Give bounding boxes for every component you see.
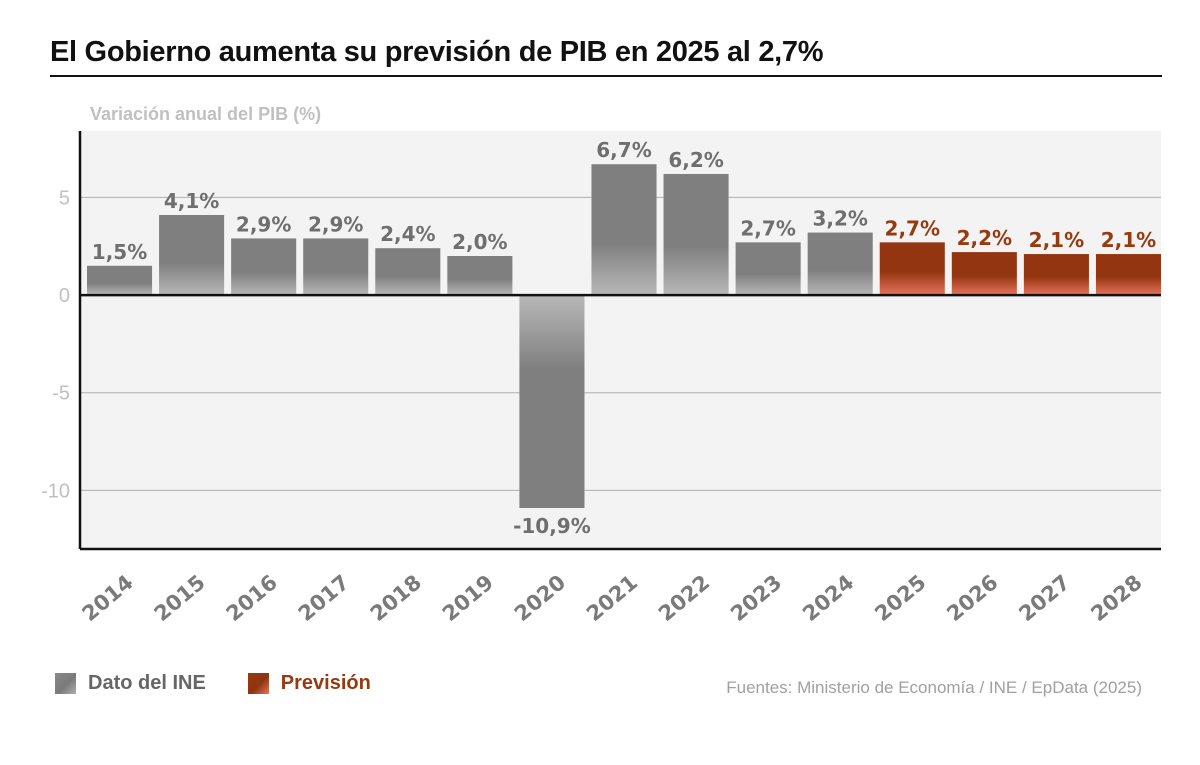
- bar-ine: [303, 238, 369, 296]
- source-note: Fuentes: Ministerio de Economía / INE / …: [726, 678, 1142, 697]
- bar-ine: [735, 242, 801, 296]
- data-label: 3,2%: [812, 207, 867, 231]
- data-label: 4,1%: [164, 189, 219, 213]
- data-label: 2,9%: [308, 212, 363, 236]
- x-tick-label: 2024: [798, 570, 858, 626]
- x-tick-label: 2017: [294, 570, 354, 626]
- bar-forecast: [1023, 254, 1089, 296]
- data-label: 2,7%: [740, 216, 795, 240]
- data-label: 2,1%: [1101, 228, 1156, 252]
- y-tick-label: 5: [59, 187, 70, 209]
- bar-ine: [159, 214, 225, 296]
- x-tick-label: 2016: [222, 570, 282, 626]
- bar-forecast: [879, 242, 945, 296]
- legend-swatch-forecast: [247, 673, 269, 694]
- bar-forecast: [951, 252, 1017, 296]
- x-tick-label: 2025: [870, 570, 930, 626]
- data-label: 2,4%: [380, 222, 435, 246]
- data-label: 2,0%: [452, 230, 507, 254]
- x-tick-label: 2022: [654, 570, 714, 626]
- bar-ine: [663, 173, 729, 296]
- data-label: 2,9%: [236, 212, 291, 236]
- y-tick-label: -5: [52, 383, 70, 405]
- x-tick-label: 2023: [726, 570, 786, 626]
- data-label: 6,2%: [668, 148, 723, 172]
- bar-ine: [807, 232, 873, 296]
- legend-label-forecast: Previsión: [280, 672, 371, 694]
- legend-swatch-ine: [55, 673, 76, 694]
- x-tick-label: 2026: [942, 570, 1002, 626]
- x-tick-label: 2028: [1086, 570, 1146, 626]
- y-tick-label: 0: [59, 285, 70, 307]
- legend-item-ine: Dato del INE: [55, 672, 206, 695]
- bar-chart: Variación anual del PIB (%) 1,5% 4,1% 2,9%…: [41, 104, 1161, 626]
- x-tick-label: 2021: [582, 570, 642, 626]
- y-axis-title: Variación anual del PIB (%): [90, 104, 321, 124]
- x-tick-label: 2027: [1014, 570, 1074, 626]
- legend-item-forecast: Previsión: [247, 672, 371, 695]
- data-label: 2,1%: [1029, 228, 1084, 252]
- title-divider: [50, 75, 1162, 77]
- x-tick-label: 2018: [366, 570, 426, 626]
- bar-forecast: [1095, 254, 1161, 296]
- data-label: 1,5%: [92, 240, 147, 264]
- legend: Dato del INE Previsión: [55, 672, 413, 695]
- bar-ine: [87, 265, 153, 296]
- x-tick-label: 2015: [150, 570, 210, 626]
- chart-title: El Gobierno aumenta su previsión de PIB …: [50, 36, 824, 68]
- x-tick-label: 2019: [438, 570, 498, 626]
- y-tick-label: -10: [41, 480, 70, 502]
- legend-label-ine: Dato del INE: [88, 672, 206, 694]
- data-label: 2,7%: [885, 216, 940, 240]
- bar-ine: [447, 256, 513, 296]
- bar-ine: [591, 164, 657, 296]
- data-label: 6,7%: [596, 138, 651, 162]
- x-tick-label: 2014: [78, 570, 138, 626]
- data-label: 2,2%: [957, 226, 1012, 250]
- bar-ine: [519, 295, 585, 508]
- bar-ine: [375, 248, 441, 296]
- bar-ine: [231, 238, 297, 296]
- x-tick-label: 2020: [510, 570, 570, 626]
- data-label: -10,9%: [513, 514, 591, 538]
